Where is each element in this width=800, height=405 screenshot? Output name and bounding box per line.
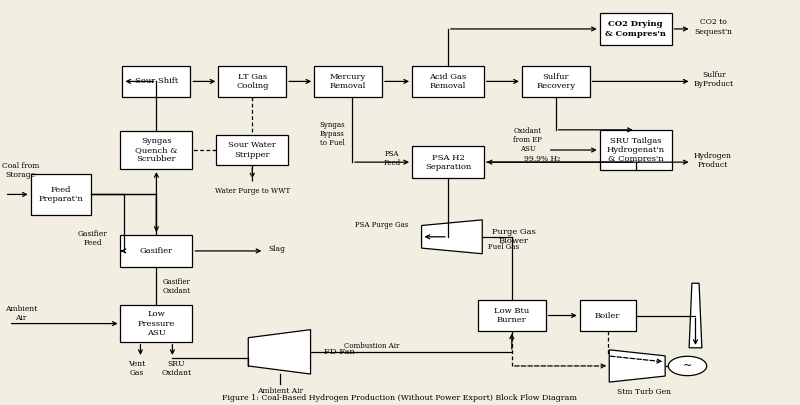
Text: CO2 to
Sequest'n: CO2 to Sequest'n	[694, 18, 732, 36]
FancyBboxPatch shape	[522, 66, 590, 96]
Text: Oxidant
from EP
ASU: Oxidant from EP ASU	[514, 127, 542, 153]
Text: PSA
Feed: PSA Feed	[383, 149, 401, 167]
Text: Water Purge to WWT: Water Purge to WWT	[214, 188, 290, 195]
Text: PSA Purge Gas: PSA Purge Gas	[354, 221, 408, 229]
Polygon shape	[248, 330, 310, 374]
FancyBboxPatch shape	[580, 301, 635, 330]
Text: Sulfur
Recovery: Sulfur Recovery	[536, 73, 575, 90]
Text: Sulfur
ByProduct: Sulfur ByProduct	[694, 71, 734, 88]
FancyBboxPatch shape	[218, 66, 286, 96]
Text: Figure 1: Coal-Based Hydrogen Production (Without Power Export) Block Flow Diagr: Figure 1: Coal-Based Hydrogen Production…	[222, 394, 578, 402]
Text: Low Btu
Burner: Low Btu Burner	[494, 307, 530, 324]
Polygon shape	[422, 220, 482, 254]
Text: Syngas
Bypass
to Fuel: Syngas Bypass to Fuel	[319, 121, 345, 147]
Text: FD Fan: FD Fan	[324, 348, 355, 356]
Text: Low
Pressure
ASU: Low Pressure ASU	[138, 310, 175, 337]
Text: SRU Tailgas
Hydrogenat'n
& Compres'n: SRU Tailgas Hydrogenat'n & Compres'n	[606, 137, 665, 163]
FancyBboxPatch shape	[478, 301, 546, 330]
Text: Feed
Preparat'n: Feed Preparat'n	[38, 186, 83, 203]
Text: Gasifier
Oxidant: Gasifier Oxidant	[163, 278, 191, 295]
Text: PSA H2
Separation: PSA H2 Separation	[425, 153, 471, 171]
Text: SRU
Oxidant: SRU Oxidant	[162, 360, 191, 377]
Text: CO2 Drying
& Compres'n: CO2 Drying & Compres'n	[605, 20, 666, 38]
Text: Purge Gas
Blower: Purge Gas Blower	[492, 228, 535, 245]
FancyBboxPatch shape	[216, 135, 288, 165]
Circle shape	[668, 356, 706, 376]
Text: Sour Water
Stripper: Sour Water Stripper	[228, 141, 276, 159]
FancyBboxPatch shape	[122, 66, 190, 96]
Text: Hydrogen
Product: Hydrogen Product	[694, 151, 732, 169]
Text: Stm Turb Gen: Stm Turb Gen	[617, 388, 670, 396]
Text: Gasifier
Feed: Gasifier Feed	[78, 230, 107, 247]
Text: Coal from
Storage: Coal from Storage	[2, 162, 40, 179]
Text: ~: ~	[683, 361, 692, 371]
FancyBboxPatch shape	[600, 130, 671, 170]
Text: Acid Gas
Removal: Acid Gas Removal	[430, 73, 466, 90]
Polygon shape	[610, 350, 665, 382]
FancyBboxPatch shape	[412, 146, 484, 178]
Text: Gasifier: Gasifier	[140, 247, 173, 255]
Text: Vent
Gas: Vent Gas	[128, 360, 145, 377]
FancyBboxPatch shape	[121, 131, 192, 169]
Text: Slag: Slag	[268, 245, 286, 253]
FancyBboxPatch shape	[314, 66, 382, 96]
FancyBboxPatch shape	[121, 235, 192, 267]
FancyBboxPatch shape	[412, 66, 484, 96]
Text: Boiler: Boiler	[595, 311, 620, 320]
Text: Combustion Air: Combustion Air	[344, 342, 399, 350]
Text: Fuel Gas: Fuel Gas	[488, 243, 519, 251]
FancyBboxPatch shape	[600, 13, 671, 45]
Text: LT Gas
Cooling: LT Gas Cooling	[236, 73, 269, 90]
Text: Ambient
Air: Ambient Air	[5, 305, 37, 322]
Text: Sour Shift: Sour Shift	[134, 77, 178, 85]
Text: Ambient Air: Ambient Air	[257, 387, 303, 395]
Text: 99.9% H₂: 99.9% H₂	[524, 155, 560, 163]
FancyBboxPatch shape	[30, 174, 90, 215]
Text: Mercury
Removal: Mercury Removal	[330, 73, 366, 90]
Text: Syngas
Quench &
Scrubber: Syngas Quench & Scrubber	[135, 137, 178, 163]
Polygon shape	[689, 283, 702, 348]
FancyBboxPatch shape	[121, 305, 192, 342]
